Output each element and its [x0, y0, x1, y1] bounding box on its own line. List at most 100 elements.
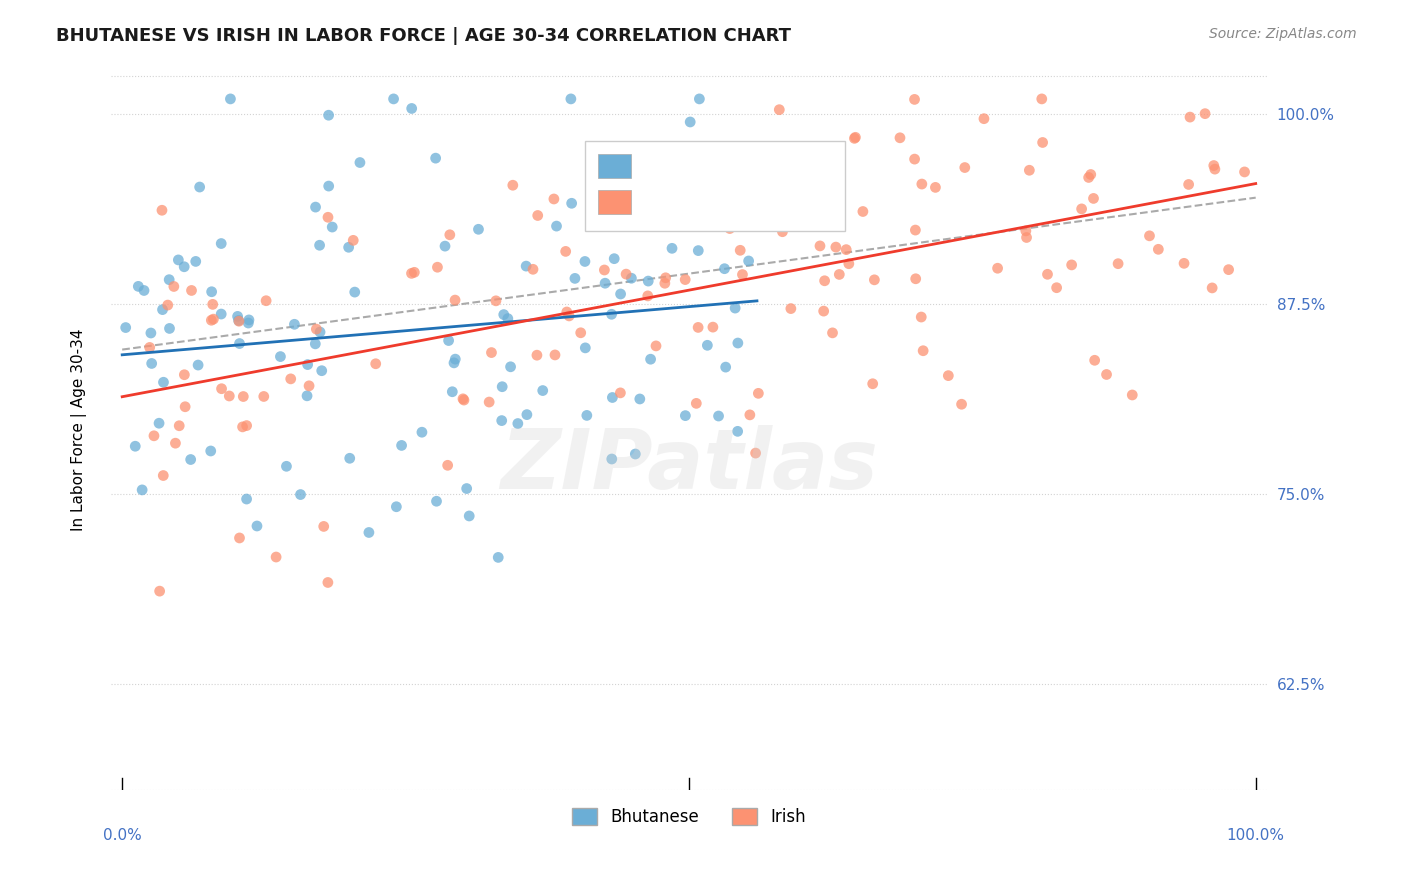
Point	[425, 151, 447, 165]
Point	[679, 115, 702, 129]
Point	[554, 244, 576, 259]
Point	[124, 439, 146, 453]
Point	[1015, 224, 1038, 238]
Point	[297, 358, 319, 372]
Text: Source: ZipAtlas.com: Source: ZipAtlas.com	[1209, 27, 1357, 41]
Point	[339, 451, 361, 466]
Point	[180, 284, 202, 298]
Point	[443, 356, 465, 370]
Point	[1084, 353, 1107, 368]
Point	[953, 161, 976, 175]
Point	[491, 414, 513, 428]
Point	[603, 252, 626, 266]
Point	[167, 252, 190, 267]
Point	[318, 108, 340, 122]
Point	[486, 550, 509, 565]
Point	[304, 336, 326, 351]
Point	[228, 336, 250, 351]
Point	[737, 254, 759, 268]
Point	[852, 204, 875, 219]
Point	[492, 308, 515, 322]
Point	[342, 233, 364, 247]
Point	[311, 364, 333, 378]
Point	[451, 392, 474, 406]
Point	[713, 261, 735, 276]
Point	[502, 178, 524, 193]
Point	[600, 307, 623, 321]
Point	[779, 301, 801, 316]
Point	[569, 326, 592, 340]
Point	[304, 200, 326, 214]
Point	[232, 420, 254, 434]
Point	[824, 240, 846, 254]
Point	[709, 155, 731, 169]
Point	[911, 177, 934, 191]
Point	[211, 382, 233, 396]
Point	[910, 310, 932, 324]
Point	[637, 274, 659, 288]
Point	[593, 277, 616, 291]
Point	[762, 146, 785, 161]
Point	[218, 389, 240, 403]
Point	[1032, 136, 1054, 150]
Point	[159, 321, 181, 335]
Point	[404, 265, 426, 279]
Point	[561, 196, 583, 211]
Point	[1080, 168, 1102, 182]
Point	[114, 320, 136, 334]
Point	[602, 391, 624, 405]
Point	[298, 379, 321, 393]
Point	[280, 372, 302, 386]
Point	[290, 487, 312, 501]
Point	[546, 219, 568, 233]
Point	[188, 180, 211, 194]
Y-axis label: In Labor Force | Age 30-34: In Labor Force | Age 30-34	[72, 328, 87, 531]
Point	[152, 376, 174, 390]
Point	[152, 468, 174, 483]
Point	[696, 338, 718, 352]
Point	[385, 500, 408, 514]
Point	[903, 152, 925, 166]
Point	[174, 400, 197, 414]
Point	[1147, 243, 1170, 257]
Point	[1233, 165, 1256, 179]
Point	[696, 188, 718, 202]
Point	[645, 339, 668, 353]
Point	[453, 393, 475, 408]
Text: R = 0.594   N = 135: R = 0.594 N = 135	[640, 193, 821, 211]
Point	[1031, 92, 1053, 106]
Point	[1173, 256, 1195, 270]
Text: 100.0%: 100.0%	[1226, 828, 1285, 843]
Point	[253, 389, 276, 403]
Point	[184, 254, 207, 268]
Point	[555, 305, 578, 319]
Point	[309, 325, 332, 339]
Point	[141, 356, 163, 370]
Point	[903, 92, 925, 106]
Point	[246, 519, 269, 533]
Point	[544, 348, 567, 362]
FancyBboxPatch shape	[598, 153, 631, 178]
Point	[232, 390, 254, 404]
Point	[600, 452, 623, 467]
Point	[209, 236, 232, 251]
Point	[349, 155, 371, 169]
Point	[744, 446, 766, 460]
Point	[609, 385, 631, 400]
Point	[702, 320, 724, 334]
Point	[382, 92, 405, 106]
Point	[609, 287, 631, 301]
Point	[180, 452, 202, 467]
Point	[1121, 388, 1143, 402]
Point	[167, 418, 190, 433]
Point	[295, 389, 318, 403]
Point	[337, 240, 360, 254]
Point	[904, 223, 927, 237]
Point	[936, 368, 959, 383]
Point	[357, 525, 380, 540]
Point	[219, 92, 242, 106]
Point	[654, 270, 676, 285]
Point	[1095, 368, 1118, 382]
Point	[772, 225, 794, 239]
Point	[485, 293, 508, 308]
